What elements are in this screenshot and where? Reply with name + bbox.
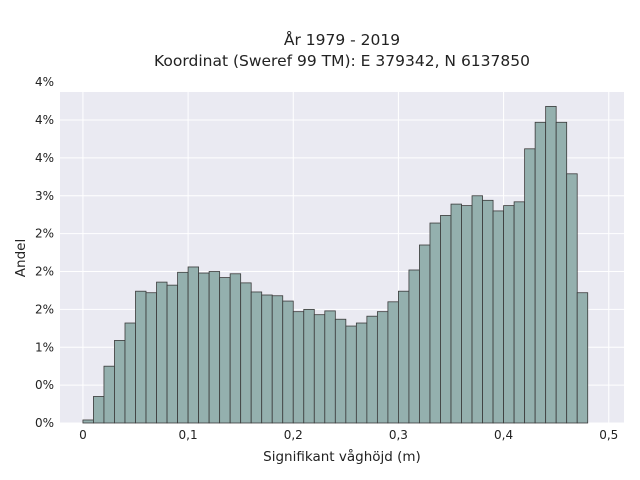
- y-tick-label: 4%: [35, 75, 54, 89]
- chart-title-line-1: År 1979 - 2019: [284, 30, 400, 49]
- y-tick-label: 4%: [35, 113, 54, 127]
- x-tick-label: 0,4: [494, 428, 513, 442]
- histogram-bar: [398, 290, 410, 424]
- histogram-bar: [114, 340, 126, 424]
- histogram-bar: [103, 365, 115, 424]
- histogram-bar: [156, 281, 168, 424]
- histogram-bar: [135, 290, 147, 424]
- histogram-bar: [545, 105, 557, 424]
- histogram-bar: [461, 205, 473, 424]
- histogram-bar: [124, 322, 136, 424]
- histogram-bar: [313, 314, 326, 424]
- histogram-bar: [387, 301, 399, 424]
- y-tick-label: 3%: [35, 189, 54, 203]
- histogram-bar: [524, 148, 536, 424]
- histogram-bar: [271, 295, 284, 424]
- histogram-bar: [292, 311, 305, 424]
- histogram-bar: [429, 222, 441, 424]
- histogram-bar: [334, 318, 347, 424]
- x-axis-label: Signifikant våghöjd (m): [263, 448, 421, 465]
- histogram-bar: [303, 308, 315, 424]
- chart-title-line-2: Koordinat (Sweref 99 TM): E 379342, N 61…: [154, 52, 530, 70]
- x-tick-label: 0,5: [599, 428, 618, 442]
- histogram-bar: [261, 294, 273, 424]
- histogram-bar: [345, 325, 357, 424]
- histogram-bar: [355, 322, 368, 424]
- histogram-bar: [166, 284, 178, 424]
- histogram-bar: [492, 210, 504, 424]
- histogram-bar: [82, 419, 94, 424]
- histogram-bar: [419, 244, 431, 424]
- x-tick-label: 0: [79, 428, 87, 442]
- histogram-bar: [471, 195, 483, 424]
- histogram-bar: [482, 199, 494, 424]
- y-axis-label: Andel: [13, 239, 29, 277]
- histogram-bar: [198, 272, 210, 424]
- x-axis-ticks: 0 0,1 0,2 0,3 0,4 0,5: [79, 428, 618, 442]
- histogram-bars: [82, 105, 589, 424]
- y-axis-ticks: 0% 0% 1% 2% 2% 2% 3% 4% 4% 4%: [35, 75, 54, 430]
- histogram-bar: [440, 215, 452, 424]
- histogram-bar: [503, 205, 515, 424]
- x-tick-label: 0,3: [389, 428, 408, 442]
- histogram-bar: [576, 292, 589, 424]
- histogram-bar: [566, 173, 578, 424]
- y-tick-label: 4%: [35, 151, 54, 165]
- y-tick-label: 2%: [35, 302, 54, 316]
- histogram-bar: [513, 201, 526, 424]
- histogram-bar: [177, 271, 189, 424]
- histogram-bar: [555, 121, 568, 424]
- x-tick-label: 0,2: [284, 428, 303, 442]
- histogram-bar: [366, 315, 378, 424]
- histogram-bar: [408, 269, 420, 424]
- histogram-bar: [219, 277, 231, 424]
- histogram-bar: [282, 300, 294, 424]
- histogram-bar: [229, 273, 242, 424]
- y-tick-label: 1%: [35, 340, 54, 354]
- histogram-bar: [93, 396, 105, 424]
- histogram-bar: [187, 266, 200, 424]
- histogram-bar: [250, 291, 263, 424]
- histogram-bar: [376, 311, 389, 424]
- y-tick-label: 0%: [35, 378, 54, 392]
- y-tick-label: 2%: [35, 227, 54, 241]
- y-tick-label: 2%: [35, 265, 54, 279]
- histogram-bar: [534, 121, 547, 424]
- histogram-bar: [324, 310, 336, 424]
- histogram-bar: [240, 282, 252, 424]
- x-tick-label: 0,1: [179, 428, 198, 442]
- histogram-bar: [145, 292, 157, 424]
- histogram-bar: [208, 271, 221, 424]
- histogram-bar: [450, 203, 462, 424]
- y-tick-label: 0%: [35, 416, 54, 430]
